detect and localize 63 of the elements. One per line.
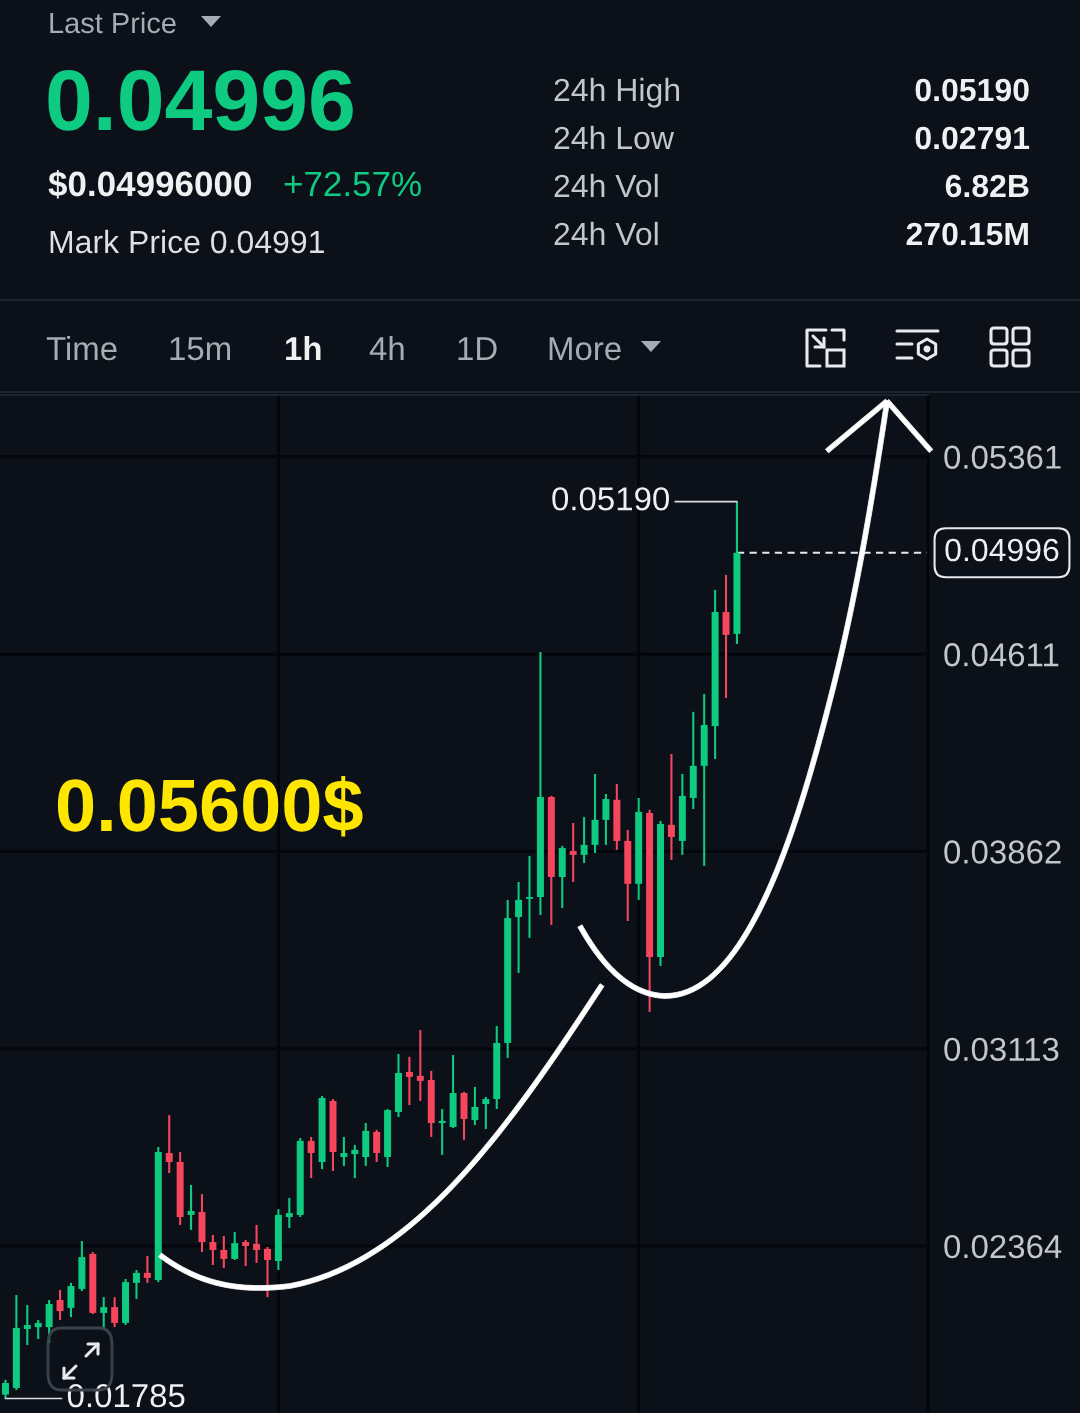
text: 0.04996 <box>48 69 353 131</box>
candlestick <box>471 1085 479 1127</box>
candlestick <box>263 1246 271 1299</box>
candlestick <box>143 1254 151 1284</box>
text: +72.57% <box>284 171 421 197</box>
candlestick <box>340 1135 348 1167</box>
candlestick <box>405 1055 413 1107</box>
text: Time <box>46 336 117 361</box>
text: 24h High <box>554 77 680 108</box>
candlestick <box>209 1233 217 1267</box>
candlestick <box>132 1268 140 1300</box>
text: 0.05190 <box>915 78 1029 102</box>
candlestick <box>722 573 730 699</box>
text: 24h Vol <box>554 221 658 246</box>
candlestick <box>111 1296 119 1329</box>
text: 0.02791 <box>915 126 1030 150</box>
text: $0.04996000 <box>48 170 251 199</box>
candlestick <box>515 880 523 974</box>
candlestick <box>526 854 533 939</box>
candlestick <box>34 1318 42 1341</box>
text: Last Price <box>50 11 176 34</box>
annotation: 0.01785 <box>67 1384 185 1408</box>
text: 24h Low <box>554 125 675 150</box>
candlestick <box>56 1288 64 1322</box>
y-tick-label: 0.02364 <box>944 1234 1062 1259</box>
ref-line-label: 0.04996 <box>945 538 1059 562</box>
text: 15m <box>170 337 231 361</box>
y-tick-label: 0.05361 <box>944 445 1061 469</box>
candlestick <box>100 1296 108 1329</box>
text: More <box>549 337 621 361</box>
candlestick <box>580 815 588 865</box>
text: 1D <box>458 337 497 360</box>
candlestick <box>45 1298 53 1344</box>
annotation: 0.05600$ <box>57 776 363 837</box>
annotation: 0.05190 <box>552 487 669 511</box>
text: 24h Vol <box>554 173 658 198</box>
text: Mark Price 0.04991 <box>50 229 324 254</box>
candlestick <box>569 821 577 884</box>
y-tick-label: 0.04611 <box>944 643 1059 667</box>
y-tick-label: 0.03113 <box>944 1037 1059 1062</box>
candlestick <box>351 1143 359 1180</box>
text: 4h <box>369 336 404 360</box>
candlestick <box>253 1223 261 1264</box>
candlestick <box>482 1095 490 1131</box>
candlestick <box>438 1108 446 1156</box>
text: 6.82B <box>945 174 1029 198</box>
candlestick <box>187 1183 195 1231</box>
candlestick <box>285 1197 293 1230</box>
candlestick <box>1 1378 9 1400</box>
candlestick <box>67 1281 75 1319</box>
candlestick <box>416 1028 424 1102</box>
candlestick <box>220 1234 228 1270</box>
text: 270.15M <box>906 222 1028 246</box>
candlestick <box>667 752 675 861</box>
candlestick <box>307 1135 315 1180</box>
candlestick <box>165 1114 173 1175</box>
text: 1h <box>286 336 321 360</box>
candlestick <box>231 1231 239 1262</box>
y-tick-label: 0.03862 <box>944 840 1061 864</box>
candlestick <box>373 1128 381 1164</box>
candlestick <box>23 1303 31 1347</box>
candlestick <box>242 1238 250 1268</box>
candlestick <box>602 792 610 846</box>
